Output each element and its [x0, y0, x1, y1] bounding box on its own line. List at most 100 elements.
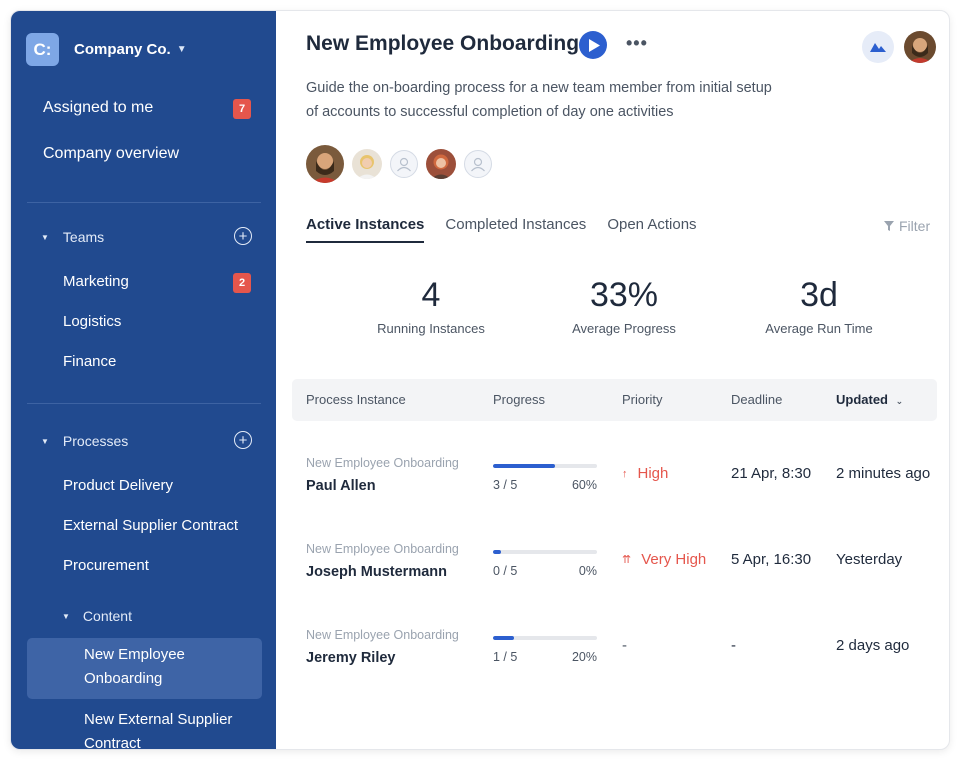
progress-steps: 3 / 5	[493, 478, 518, 492]
participant-avatar[interactable]	[352, 149, 382, 179]
play-button[interactable]	[579, 31, 607, 59]
stat-label: Running Instances	[377, 321, 485, 336]
table-row[interactable]: New Employee Onboarding Paul Allen 3 / 5…	[292, 456, 937, 542]
chevron-down-icon: ⌄	[895, 396, 904, 406]
row-person-name: Joseph Mustermann	[306, 564, 447, 580]
nav-company-overview[interactable]: Company overview	[43, 145, 180, 162]
row-updated: 2 minutes ago	[836, 465, 931, 482]
instance-tabs: Active Instances Completed Instances Ope…	[306, 216, 718, 243]
filter-icon	[884, 221, 894, 231]
user-placeholder-icon	[397, 157, 411, 172]
sidebar: C: Company Co. ▼ Assigned to me 7 Compan…	[11, 11, 276, 750]
row-updated: Yesterday	[836, 551, 903, 568]
caret-down-icon: ▼	[41, 232, 49, 242]
table-row[interactable]: New Employee Onboarding Jeremy Riley 1 /…	[292, 628, 937, 714]
sidebar-item-product-delivery[interactable]: Product Delivery	[63, 477, 174, 494]
sidebar-item-external-supplier-contract[interactable]: External Supplier Contract	[63, 517, 239, 534]
row-process-name: New Employee Onboarding	[306, 542, 459, 556]
stat-label: Average Run Time	[765, 321, 873, 336]
sidebar-divider	[27, 202, 261, 203]
participant-avatar[interactable]	[306, 145, 344, 183]
process-description: Guide the on-boarding process for a new …	[306, 80, 772, 120]
sidebar-item-finance[interactable]: Finance	[63, 353, 117, 370]
stat-label: Average Progress	[572, 321, 676, 336]
participant-avatar[interactable]	[426, 149, 456, 179]
marketing-count-badge: 2	[233, 273, 251, 293]
processes-section-toggle[interactable]: ▼ Processes	[41, 433, 128, 449]
progress-steps: 1 / 5	[493, 650, 518, 664]
tab-active-instances[interactable]: Active Instances	[306, 216, 425, 243]
participant-placeholder-avatar[interactable]	[464, 150, 492, 178]
progress-percent: 60%	[571, 478, 597, 492]
caret-down-icon: ▼	[41, 436, 49, 446]
sidebar-item-label: Contract	[84, 735, 141, 750]
workspace-icon-button[interactable]	[862, 31, 894, 63]
stat-running-instances: 4 Running Instances	[331, 276, 531, 336]
more-options-button[interactable]: •••	[626, 33, 648, 53]
column-header-deadline[interactable]: Deadline	[731, 392, 783, 407]
priority-label: ↑ High	[622, 465, 668, 482]
table-header: Process Instance Progress Priority Deadl…	[292, 379, 937, 421]
teams-section-toggle[interactable]: ▼ Teams	[41, 229, 104, 245]
company-switcher[interactable]: C: Company Co. ▼	[26, 33, 187, 66]
add-process-icon[interactable]: +	[234, 431, 252, 449]
sidebar-item-label: Onboarding	[84, 670, 163, 687]
play-icon	[589, 38, 600, 52]
column-header-progress[interactable]: Progress	[493, 392, 546, 407]
row-deadline: 21 Apr, 8:30	[731, 465, 812, 482]
user-avatar-image	[904, 31, 936, 63]
sidebar-item-new-employee-onboarding[interactable]: New Employee Onboarding	[84, 643, 185, 691]
arrow-up-icon: ↑	[622, 467, 628, 480]
table-row[interactable]: New Employee Onboarding Joseph Musterman…	[292, 542, 937, 628]
priority-text: Very High	[641, 551, 707, 568]
sidebar-divider	[27, 403, 261, 404]
stat-value: 33%	[589, 276, 659, 314]
column-header-priority[interactable]: Priority	[622, 392, 663, 407]
processes-section-label: Processes	[62, 433, 129, 449]
app-window: C: Company Co. ▼ Assigned to me 7 Compan…	[10, 10, 950, 750]
progress-bar	[493, 464, 597, 468]
mountain-icon	[870, 43, 886, 52]
teams-section-label: Teams	[62, 229, 105, 245]
row-process-name: New Employee Onboarding	[306, 628, 459, 642]
filter-button[interactable]: Filter	[884, 218, 930, 234]
row-process-name: New Employee Onboarding	[306, 456, 459, 470]
participant-placeholder-avatar[interactable]	[390, 150, 418, 178]
assigned-count-badge: 7	[233, 99, 251, 119]
page-title: New Employee Onboarding	[306, 32, 580, 55]
stat-value: 3d	[800, 276, 838, 314]
progress-bar	[493, 550, 597, 554]
priority-text: -	[622, 637, 627, 654]
sidebar-item-procurement[interactable]: Procurement	[63, 557, 149, 574]
progress-fill	[493, 550, 502, 554]
caret-down-icon: ▼	[62, 611, 70, 621]
progress-percent: 20%	[571, 650, 597, 664]
priority-label: ⇈ Very High	[622, 551, 706, 568]
participant-avatars	[306, 145, 492, 183]
progress-fill	[493, 464, 556, 468]
column-header-updated[interactable]: Updated ⌄	[836, 392, 903, 407]
progress-percent: 0%	[578, 564, 597, 578]
sidebar-item-active-highlight	[27, 638, 262, 699]
row-deadline: 5 Apr, 16:30	[731, 551, 812, 568]
participant-avatar-image	[352, 149, 382, 179]
sidebar-item-marketing[interactable]: Marketing	[63, 273, 129, 290]
sidebar-item-label: New External Supplier	[84, 711, 233, 728]
column-header-process-instance[interactable]: Process Instance	[306, 392, 406, 407]
company-logo: C:	[26, 33, 59, 66]
row-deadline: -	[731, 637, 736, 654]
add-team-icon[interactable]: +	[234, 227, 252, 245]
participant-avatar-image	[426, 149, 456, 179]
user-avatar[interactable]	[904, 31, 936, 63]
company-name: Company Co.	[74, 41, 171, 58]
double-arrow-up-icon: ⇈	[622, 554, 632, 566]
tab-completed-instances[interactable]: Completed Instances	[445, 216, 587, 233]
stat-average-run-time: 3d Average Run Time	[719, 276, 919, 336]
progress-steps: 0 / 5	[493, 564, 518, 578]
sidebar-item-new-external-supplier-contract[interactable]: New External Supplier Contract	[84, 708, 233, 750]
tab-open-actions[interactable]: Open Actions	[607, 216, 697, 233]
filter-label: Filter	[899, 218, 931, 234]
sidebar-item-logistics[interactable]: Logistics	[63, 313, 122, 330]
content-section-toggle[interactable]: ▼ Content	[62, 608, 132, 624]
nav-assigned-to-me[interactable]: Assigned to me	[43, 99, 154, 116]
